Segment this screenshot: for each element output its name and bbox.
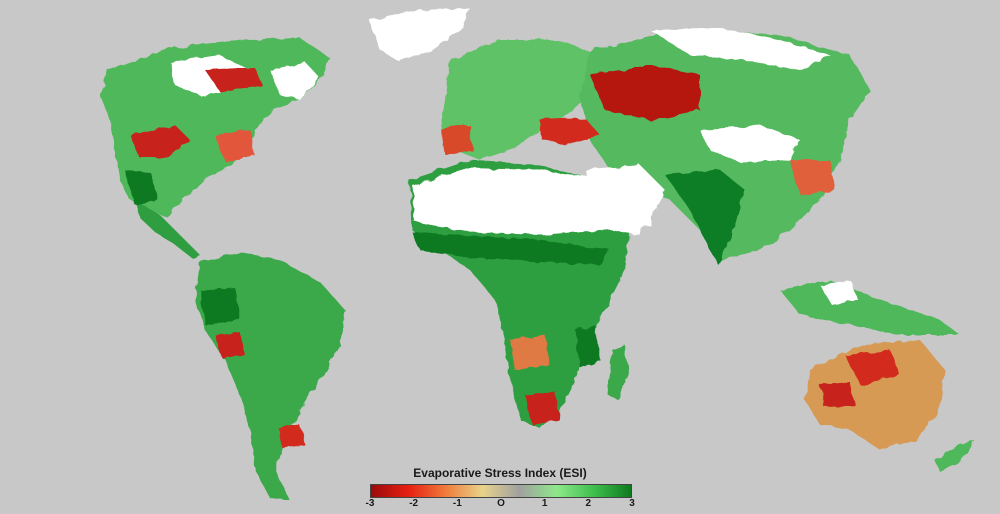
- landmasses: [100, 8, 975, 500]
- patch-south-africa: [525, 392, 560, 425]
- patch-mexico: [125, 170, 158, 205]
- legend-title: Evaporative Stress Index (ESI): [413, 466, 587, 480]
- legend-tick-5: 2: [585, 498, 592, 509]
- patch-spain: [440, 125, 472, 155]
- legend-tick-4: 1: [541, 498, 548, 509]
- patch-mozambique: [575, 325, 600, 368]
- legend-ticks: -3 -2 -1 O 1 2 3: [366, 498, 635, 512]
- india: [665, 170, 745, 265]
- hudson-area: [270, 62, 320, 100]
- borneo-gap: [820, 280, 858, 305]
- greenland: [370, 8, 470, 62]
- patch-argentina: [278, 425, 305, 448]
- patch-bolivia: [215, 332, 245, 358]
- legend-tick-0: -3: [365, 498, 375, 509]
- wet-patches: [125, 170, 610, 368]
- patch-angola: [510, 335, 550, 370]
- legend-tick-1: -2: [409, 498, 419, 509]
- siberia-north: [650, 28, 830, 70]
- legend-tick-6: 3: [629, 498, 635, 509]
- europe: [440, 40, 600, 160]
- north-america: [100, 38, 330, 218]
- patch-china: [790, 160, 835, 195]
- patch-canada: [205, 68, 262, 92]
- madagascar: [608, 345, 628, 400]
- central-america: [135, 200, 200, 258]
- australia: [805, 340, 945, 450]
- legend-color-bar: [370, 484, 632, 498]
- new-zealand: [935, 440, 975, 472]
- central-asia-desert: [700, 125, 800, 162]
- southeast-asia-islands: [780, 280, 960, 335]
- patch-australia-west: [820, 382, 855, 408]
- patch-australia-north: [845, 350, 900, 385]
- legend-tick-3: O: [497, 498, 505, 509]
- patch-sahel: [412, 232, 610, 265]
- no-data-regions: [170, 28, 858, 305]
- arabia: [585, 165, 665, 235]
- esi-legend: Evaporative Stress Index (ESI) -3 -2 -1 …: [362, 462, 638, 512]
- patch-russia: [590, 65, 700, 120]
- dry-stress-patches: [130, 65, 900, 448]
- patch-us-plains: [130, 125, 190, 158]
- legend-tick-2: -1: [452, 498, 462, 509]
- patch-turkey: [540, 118, 600, 145]
- patch-us-east: [215, 130, 255, 162]
- patch-brazil: [200, 288, 240, 325]
